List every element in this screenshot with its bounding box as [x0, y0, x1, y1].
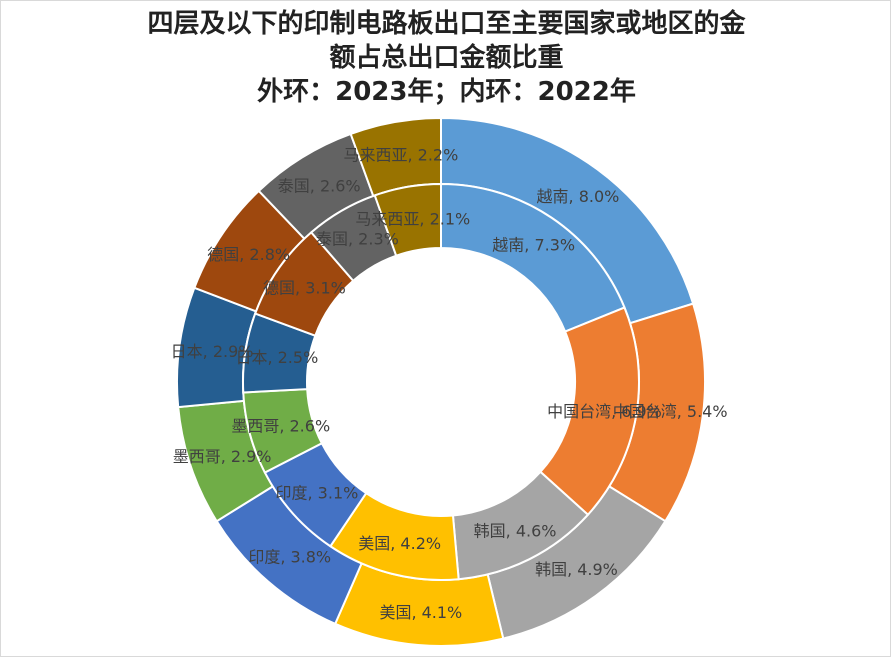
- outer-ring-label-3: 美国, 4.1%: [379, 603, 462, 622]
- inner-ring-label-4: 印度, 3.1%: [276, 483, 359, 502]
- inner-ring-label-2: 韩国, 4.6%: [474, 522, 557, 541]
- inner-ring-slice-9: [373, 182, 442, 257]
- outer-ring-label-6: 日本, 2.9%: [171, 342, 254, 361]
- inner-ring-label-1: 中国台湾, 6.9%: [547, 402, 662, 421]
- inner-ring-label-3: 美国, 4.2%: [358, 534, 441, 553]
- chart-title: 四层及以下的印制电路板出口至主要国家或地区的金 额占总出口金额比重 外环：202…: [41, 7, 852, 109]
- inner-ring-label-7: 德国, 3.1%: [263, 279, 346, 298]
- outer-ring-label-1: 中国台湾, 5.4%: [613, 402, 728, 421]
- outer-ring-label-5: 墨西哥, 2.9%: [173, 447, 272, 466]
- outer-ring-label-0: 越南, 8.0%: [537, 187, 620, 206]
- inner-ring-label-5: 墨西哥, 2.6%: [231, 416, 330, 435]
- outer-ring-label-8: 泰国, 2.6%: [278, 177, 361, 196]
- inner-ring-label-6: 日本, 2.5%: [235, 348, 318, 367]
- outer-ring-label-2: 韩国, 4.9%: [535, 560, 618, 579]
- chart-title-line-1: 四层及以下的印制电路板出口至主要国家或地区的金: [147, 9, 746, 39]
- outer-ring-label-9: 马来西亚, 2.2%: [343, 146, 458, 165]
- outer-ring-label-7: 德国, 2.8%: [207, 245, 290, 264]
- inner-ring-label-8: 泰国, 2.3%: [316, 230, 399, 249]
- chart-title-line-3: 外环：2023年；内环：2022年: [257, 77, 636, 107]
- chart-title-line-2: 额占总出口金额比重: [329, 43, 564, 73]
- inner-ring-label-0: 越南, 7.3%: [492, 235, 575, 254]
- outer-ring-label-4: 印度, 3.8%: [248, 548, 331, 567]
- inner-ring-label-9: 马来西亚, 2.1%: [355, 209, 470, 228]
